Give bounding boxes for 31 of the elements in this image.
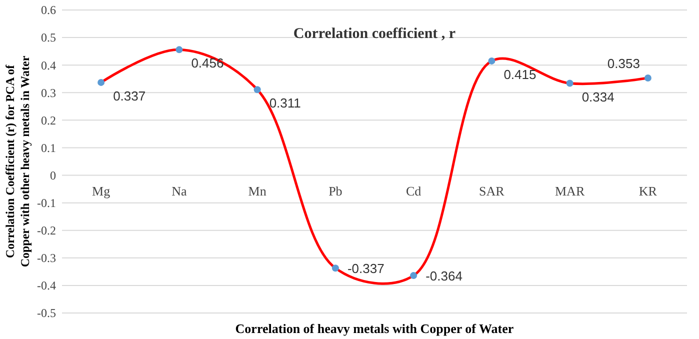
y-tick-label: 0.5 — [41, 30, 56, 45]
y-tick-label: 0.1 — [41, 140, 56, 155]
x-tick-label: Mn — [248, 183, 267, 198]
data-label: 0.337 — [113, 88, 146, 104]
x-tick-label: Cd — [406, 183, 422, 198]
x-axis-title: Correlation of heavy metals with Copper of Water — [235, 321, 514, 336]
y-tick-label: 0 — [50, 168, 56, 182]
y-tick-label: -0.3 — [37, 251, 56, 266]
y-tick-label: -0.1 — [37, 196, 56, 210]
x-tick-label: Na — [172, 183, 187, 198]
x-tick-label: KR — [638, 183, 658, 198]
x-tick-label: MAR — [555, 183, 585, 198]
y-tick-label: -0.5 — [37, 306, 56, 320]
data-label: 0.456 — [191, 56, 224, 71]
y-tick-label: -0.4 — [37, 278, 56, 293]
data-label: -0.364 — [426, 268, 462, 284]
y-tick-label: 0.6 — [41, 3, 56, 18]
data-label: 0.334 — [582, 89, 614, 104]
y-axis-title: Correlation Coefficient (r) for PCA of Copper with other heavy metals in Water — [3, 55, 32, 268]
data-label: 0.415 — [504, 66, 536, 82]
y-tick-label: 0.3 — [41, 86, 56, 100]
x-tick-label: SAR — [479, 183, 505, 198]
y-tick-label: 0.2 — [41, 113, 56, 128]
y-tick-label: -0.2 — [37, 224, 56, 238]
data-label: 0.311 — [269, 96, 301, 111]
data-label: -0.337 — [347, 261, 384, 276]
x-tick-label: Pb — [328, 183, 342, 198]
data-label: 0.353 — [607, 56, 640, 72]
x-tick-label: Mg — [92, 183, 111, 198]
text: Correlation coefficient , r — [293, 26, 456, 42]
y-tick-label: 0.4 — [41, 58, 56, 72]
